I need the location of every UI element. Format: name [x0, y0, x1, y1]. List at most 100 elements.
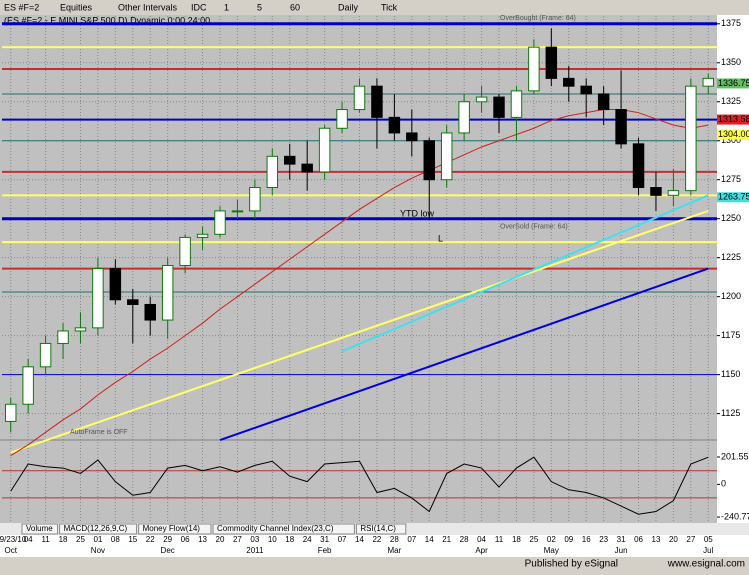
x-tick-label: 07 — [407, 535, 416, 544]
candle-body — [57, 330, 69, 344]
candle-body — [39, 342, 52, 368]
x-tick-label: 05 — [704, 535, 713, 544]
tab[interactable] — [59, 523, 138, 535]
annotation: AutoFrame is OFF — [70, 429, 128, 436]
annotation: YTD low — [400, 208, 435, 218]
month-label: Dec — [161, 546, 175, 555]
x-tick-label: 06 — [181, 535, 190, 544]
oscillator-line — [10, 456, 709, 515]
price-marker-label: 1304.00 — [718, 129, 749, 139]
price-marker — [717, 114, 749, 125]
candle-body — [650, 187, 662, 196]
candle-body — [127, 299, 139, 305]
y-tick-label: 1175 — [721, 330, 740, 340]
tab[interactable] — [21, 523, 59, 535]
candle-body — [440, 132, 453, 181]
x-tick-label: 14 — [425, 535, 434, 544]
toolbar-item[interactable]: 1 — [224, 2, 229, 12]
candle-body — [545, 46, 558, 79]
candle-body — [22, 366, 34, 405]
x-tick-label: 27 — [686, 535, 695, 544]
x-tick-label: 15 — [128, 535, 137, 544]
month-label: Mar — [387, 546, 401, 555]
toolbar-item[interactable]: Equities — [60, 2, 93, 12]
toolbar-item[interactable]: 5 — [257, 2, 262, 12]
month-label: Jul — [703, 546, 713, 555]
candle-body — [597, 93, 610, 111]
date-axis-bg — [0, 535, 749, 557]
x-tick-label: 22 — [146, 535, 155, 544]
candle-body — [371, 85, 383, 118]
candle-body — [580, 85, 592, 95]
price-marker — [717, 78, 749, 89]
month-label: Jun — [615, 546, 628, 555]
x-tick-label: 28 — [460, 535, 469, 544]
toolbar-symbol[interactable]: ES #F=2 — [4, 2, 39, 12]
x-tick-label: 27 — [233, 535, 242, 544]
tab[interactable] — [355, 523, 407, 535]
tab-label[interactable]: Volume — [26, 524, 53, 533]
price-marker-label: 1313.58 — [718, 114, 749, 124]
y-tick-label: 1225 — [721, 252, 741, 262]
osc-tick-label: -240.77 — [721, 511, 749, 521]
candle-body — [144, 303, 156, 321]
price-marker — [717, 192, 749, 203]
x-tick-label: 04 — [477, 535, 486, 544]
candle-body — [685, 85, 697, 192]
candle-body — [74, 327, 87, 332]
candle-body — [336, 109, 348, 129]
x-tick-label: 18 — [285, 535, 294, 544]
axis-bg — [717, 15, 749, 523]
candle-body — [249, 187, 261, 212]
candle-body — [266, 155, 279, 189]
x-tick-label: 25 — [76, 535, 85, 544]
x-tick-label: 07 — [338, 535, 347, 544]
tab[interactable] — [138, 523, 212, 535]
x-tick-label: 09 — [564, 535, 573, 544]
x-tick-label: 16 — [582, 535, 591, 544]
candle-body — [702, 77, 715, 87]
month-label: Oct — [4, 546, 17, 555]
moving-average — [10, 109, 709, 457]
x-tick-label: 08 — [111, 535, 120, 544]
tab-label[interactable]: Money Flow(14) — [143, 524, 201, 533]
x-tick-label: 01 — [93, 535, 102, 544]
y-tick-label: 1350 — [721, 57, 741, 67]
x-tick-label: 11 — [495, 535, 504, 544]
footer-publisher: Published by eSignal — [525, 559, 618, 570]
candle-body — [353, 85, 366, 111]
toolbar-item[interactable]: Daily — [338, 2, 359, 12]
candle-body — [406, 132, 418, 142]
month-label: May — [544, 546, 559, 555]
candle-body — [161, 264, 174, 321]
tab-label[interactable]: RSI(14,C) — [360, 524, 396, 533]
candle-body — [615, 109, 627, 145]
x-tick-label: 29 — [163, 535, 172, 544]
trendline — [10, 209, 709, 454]
x-tick-label: 04 — [24, 535, 33, 544]
month-label: Feb — [318, 546, 332, 555]
y-tick-label: 1150 — [721, 369, 740, 379]
tab-label[interactable]: Commodity Channel Index(23,C) — [217, 524, 334, 533]
toolbar-item[interactable]: IDC — [191, 2, 207, 12]
y-tick-label: 1125 — [721, 408, 740, 418]
x-tick-label: 23 — [599, 535, 608, 544]
candle-body — [632, 143, 645, 189]
candle-body — [92, 268, 104, 329]
annotation: L — [438, 233, 443, 243]
candle-body — [214, 210, 226, 235]
price-marker-label: 1336.75 — [718, 78, 749, 88]
toolbar-item[interactable]: Other Intervals — [118, 2, 178, 12]
x-tick-label: 13 — [198, 535, 207, 544]
candle-body — [458, 101, 470, 134]
toolbar-item[interactable]: Tick — [381, 2, 398, 12]
tab-label[interactable]: MACD(12,26,9,C) — [64, 524, 128, 533]
month-label: Nov — [91, 546, 105, 555]
tab[interactable] — [212, 523, 355, 535]
candle-body — [563, 77, 575, 87]
toolbar-item[interactable]: 60 — [290, 2, 300, 12]
toolbar — [0, 0, 749, 15]
x-tick-label: 11 — [41, 535, 50, 544]
x-tick-label: 20 — [669, 535, 678, 544]
candle-body — [109, 268, 122, 301]
